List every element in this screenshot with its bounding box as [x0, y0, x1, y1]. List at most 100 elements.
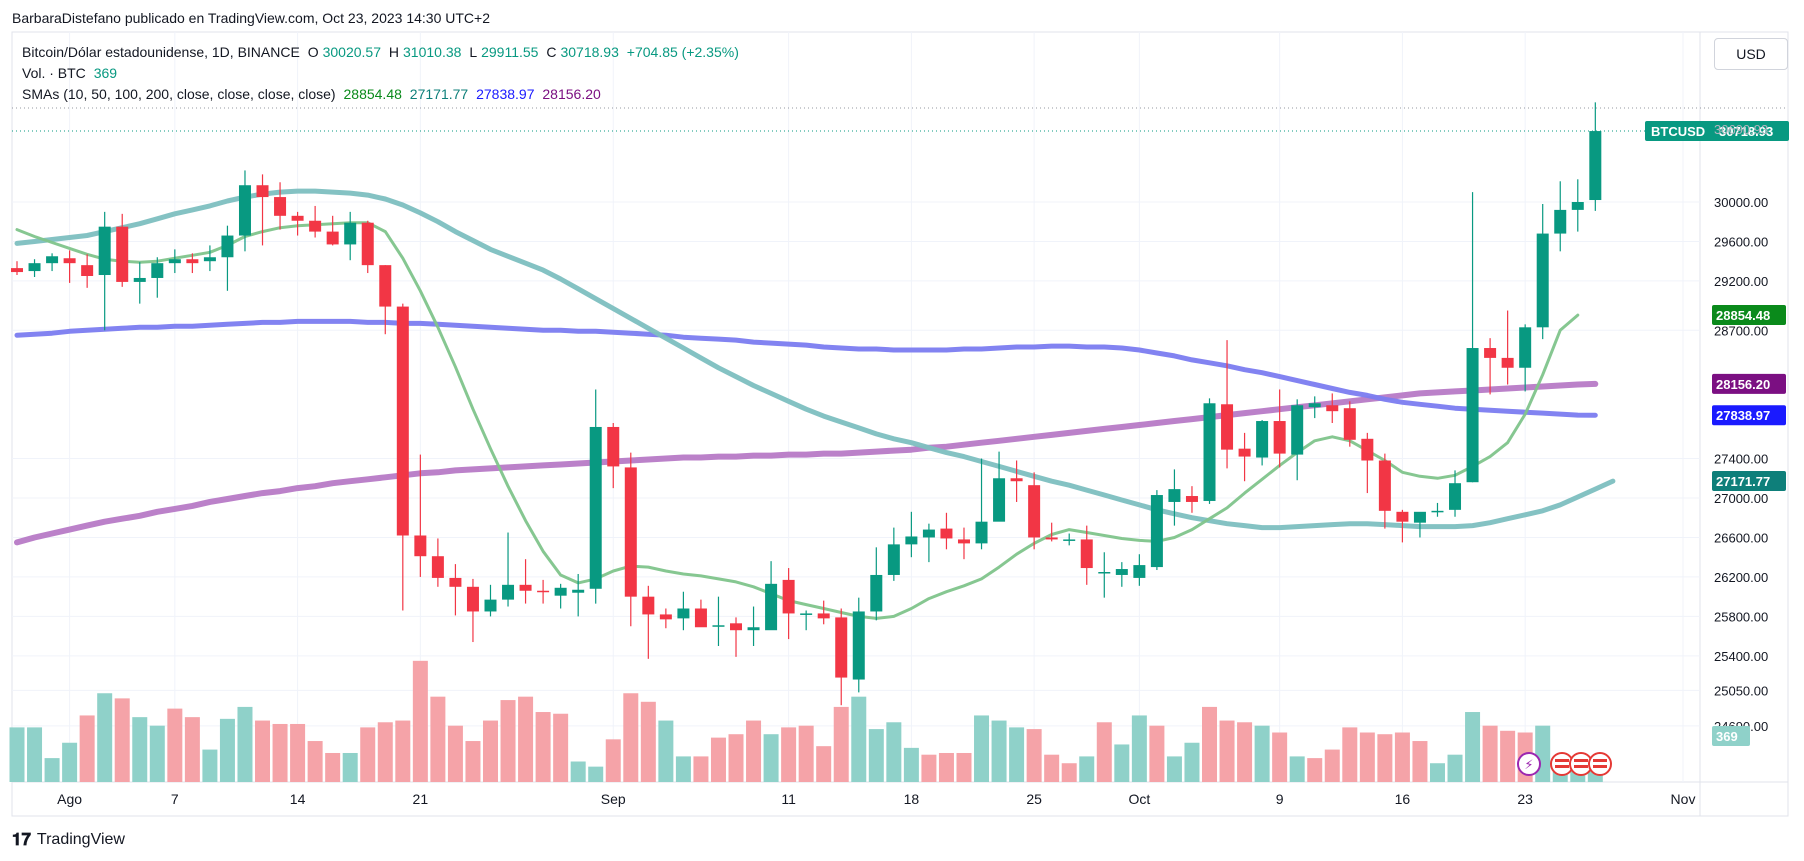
volume-bar [1429, 763, 1445, 782]
y-tick-label: 27400.00 [1714, 452, 1768, 467]
volume-label[interactable]: Vol. · BTC [22, 65, 86, 81]
sma100-line [14, 318, 1598, 418]
sma-label[interactable]: SMAs (10, 50, 100, 200, close, close, cl… [22, 86, 336, 102]
volume-bar [1465, 712, 1481, 782]
tradingview-logo-icon: 𝟏𝟕 [12, 830, 31, 849]
flag-stripe [1593, 765, 1607, 768]
candle [747, 606, 760, 646]
volume-bar [1324, 749, 1340, 782]
candles [11, 102, 1602, 706]
candle-body [431, 556, 444, 578]
sma200-value: 28156.20 [542, 86, 601, 102]
candle-body [712, 625, 725, 627]
candle-body [116, 226, 129, 282]
candle-body [1326, 405, 1339, 412]
candle [1133, 554, 1146, 586]
volume-legend: Vol. · BTC 369 [22, 65, 121, 81]
change-value: +704.85 (+2.35%) [626, 44, 739, 60]
volume-bar [114, 698, 130, 782]
sma10-badge-bg [1712, 305, 1786, 326]
candle-body [1519, 327, 1532, 368]
volume-value: 369 [93, 65, 118, 81]
sma200-badge-text: 28156.20 [1716, 377, 1770, 392]
candle-body [572, 589, 585, 593]
currency-button[interactable]: USD [1714, 38, 1788, 70]
candle-body [1308, 403, 1321, 408]
candle-body [870, 574, 883, 612]
candle [712, 596, 725, 646]
volume-bar [1114, 744, 1130, 782]
volume-bar [167, 708, 183, 782]
sma100-badge-bg [1712, 405, 1786, 426]
volume-bar [956, 752, 972, 782]
candle [326, 215, 339, 246]
candle [1449, 470, 1462, 517]
candle-body [1168, 489, 1181, 502]
candle [1431, 502, 1444, 517]
volume-bar [1482, 725, 1498, 782]
sma10-badge-text: 28854.48 [1716, 308, 1770, 323]
volume-bars [9, 660, 1603, 782]
y-tick-label: 25050.00 [1714, 683, 1768, 698]
volume-bar [79, 715, 95, 782]
sma50-value: 27171.77 [409, 86, 469, 102]
candle [887, 527, 900, 581]
volume-bar [1131, 715, 1147, 782]
candle [133, 262, 146, 304]
volume-bar [1377, 734, 1393, 782]
candle [63, 250, 76, 283]
candle [905, 511, 918, 558]
sma50-badge-text: 27171.77 [1716, 474, 1770, 489]
volume-bar [237, 706, 253, 782]
candle-body [484, 599, 497, 612]
volume-bar [781, 727, 797, 782]
candle [782, 568, 795, 640]
y-tick-label: 25800.00 [1714, 609, 1768, 624]
candle-body [519, 584, 532, 591]
candle-body [1273, 421, 1286, 454]
candle-body [905, 536, 918, 545]
candle [852, 597, 865, 693]
tradingview-logo[interactable]: 𝟏𝟕 TradingView [12, 830, 125, 850]
candle [28, 259, 41, 277]
lightning-icon [1517, 752, 1541, 776]
candle [396, 303, 409, 611]
x-tick-label: Oct [1128, 791, 1150, 807]
publisher-line: BarbaraDistefano publicado en TradingVie… [12, 10, 490, 26]
sma50-line [14, 188, 1616, 531]
symbol-title[interactable]: Bitcoin/Dólar estadounidense, 1D, BINANC… [22, 44, 300, 60]
volume-bar [798, 725, 814, 782]
volume-bar [1359, 732, 1375, 782]
candle [379, 265, 392, 335]
volume-bar [588, 766, 604, 782]
candle [1413, 511, 1426, 538]
volume-bar [1026, 729, 1042, 782]
volume-bar [675, 756, 691, 782]
candle [835, 608, 848, 706]
candle-body [1413, 511, 1426, 523]
candle [677, 591, 690, 631]
candle [46, 253, 59, 272]
volume-bar [307, 741, 323, 782]
candle-body [975, 521, 988, 544]
candle [1589, 102, 1602, 211]
candle [554, 583, 567, 609]
candle-body [414, 535, 427, 557]
candle [1343, 401, 1356, 447]
candle-body [1501, 357, 1514, 368]
candle-body [1098, 572, 1111, 574]
candle-body [256, 185, 269, 198]
volume-bar [9, 727, 25, 782]
candle-body [642, 596, 655, 615]
candle [1080, 525, 1093, 585]
candle-body [800, 613, 813, 615]
volume-bar [605, 739, 621, 782]
volume-bar [360, 727, 376, 782]
candle [1536, 203, 1549, 340]
candle [1554, 181, 1567, 252]
candle [1396, 509, 1409, 543]
volume-bar [184, 717, 200, 782]
candle-body [782, 579, 795, 614]
volume-bar [851, 696, 867, 782]
